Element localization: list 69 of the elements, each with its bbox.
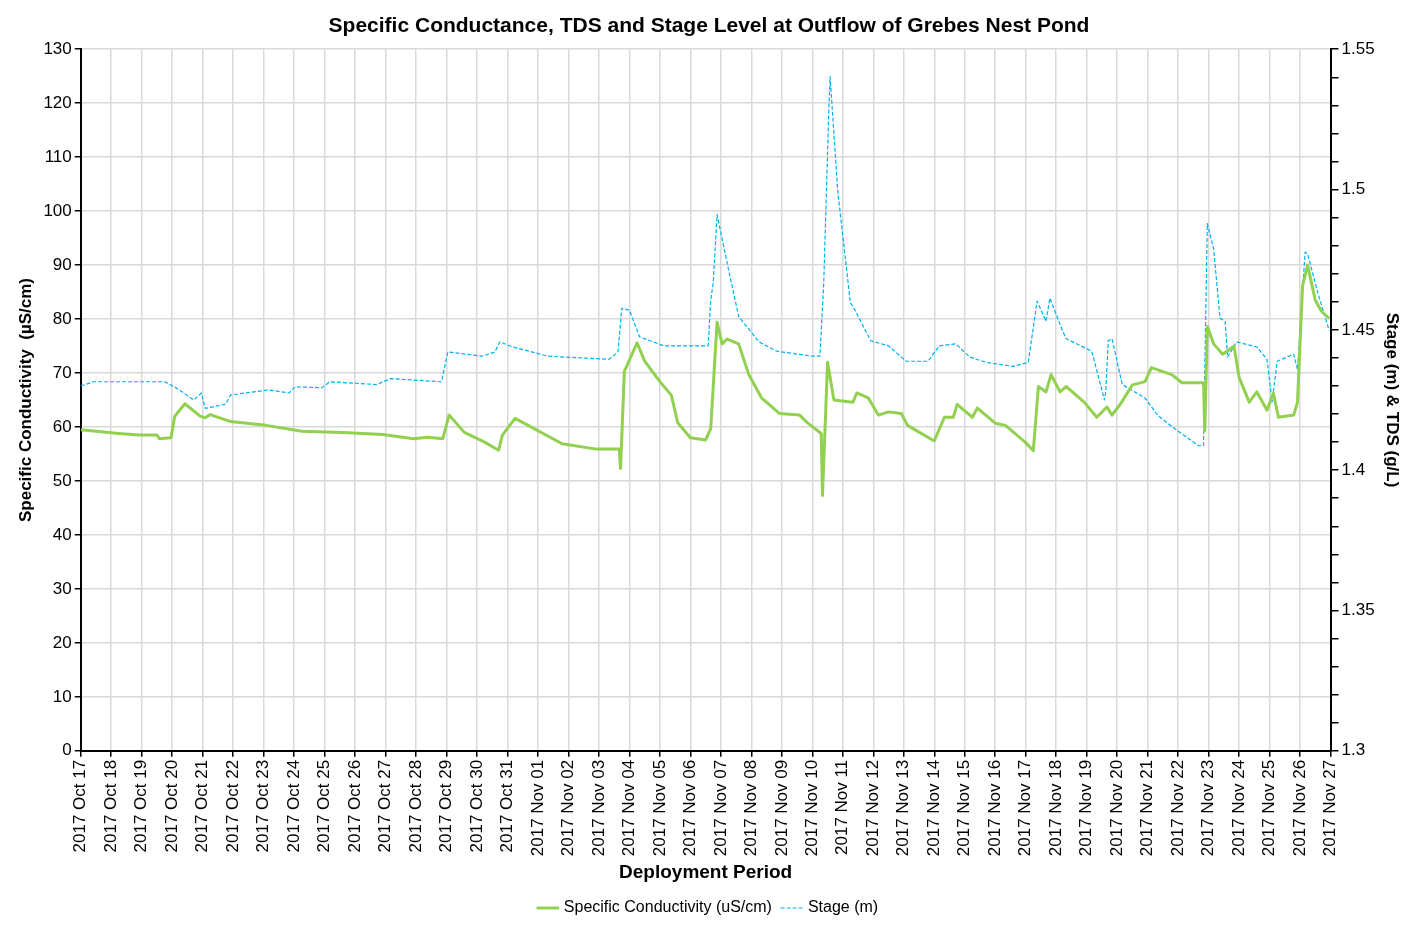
x-tick-label: 2017 Nov 25 [1259, 759, 1279, 857]
x-tick-label: 2017 Oct 22 [222, 759, 242, 853]
x-tick-label: 2017 Nov 18 [1045, 759, 1065, 857]
x-tick-label: 2017 Oct 28 [405, 759, 425, 853]
y-tick-label: 100 [43, 200, 72, 220]
y-tick-label: 120 [43, 92, 72, 112]
y-tick-label: 20 [52, 632, 72, 652]
chart-title: Specific Conductance, TDS and Stage Level at Outflow of Grebes Nest Pond [328, 13, 1090, 37]
x-tick-label: 2017 Oct 18 [100, 759, 120, 853]
x-tick-label: 2017 Nov 22 [1167, 759, 1187, 857]
x-tick-label: 2017 Nov 23 [1198, 759, 1218, 857]
x-tick-label: 2017 Oct 23 [253, 759, 273, 853]
x-tick-label: 2017 Nov 03 [588, 759, 608, 857]
x-tick-label: 2017 Nov 20 [1106, 759, 1126, 857]
x-tick-label: 2017 Nov 13 [893, 759, 913, 857]
x-tick-label: 2017 Nov 15 [954, 759, 974, 857]
x-tick-label: 2017 Oct 17 [70, 759, 90, 853]
y-tick-label: 50 [52, 470, 72, 490]
y-tick-label: 70 [52, 362, 72, 382]
y2-tick-label: 1.45 [1341, 319, 1375, 339]
y2-tick-label: 1.3 [1341, 740, 1366, 760]
y-tick-label: 110 [44, 146, 72, 166]
x-tick-label: 2017 Nov 19 [1076, 759, 1096, 857]
line-series [80, 76, 1330, 447]
x-tick-label: 2017 Oct 19 [131, 759, 151, 853]
x-tick-label: 2017 Nov 11 [832, 759, 852, 855]
x-tick-label: 2017 Oct 26 [344, 759, 364, 853]
y2-tick-label: 1.4 [1341, 459, 1366, 479]
y-tick-label: 130 [43, 38, 72, 58]
x-tick-label: 2017 Oct 29 [436, 759, 456, 853]
y-tick-label: 0 [62, 740, 72, 760]
x-tick-label: 2017 Nov 26 [1289, 759, 1309, 857]
y-axis-title: Specific Conductivity (µS/cm) [15, 277, 35, 523]
x-tick-label: 2017 Nov 17 [1015, 759, 1035, 857]
x-tick-label: 2017 Nov 08 [741, 759, 761, 857]
x-tick-label: 2017 Nov 10 [802, 759, 822, 857]
y2-tick-label: 1.5 [1341, 179, 1366, 199]
x-tick-label: 2017 Oct 27 [375, 759, 395, 853]
x-tick-label: 2017 Nov 24 [1228, 759, 1248, 857]
x-tick-label: 2017 Oct 20 [161, 759, 181, 853]
x-tick-label: 2017 Nov 16 [984, 759, 1004, 857]
y-tick-label: 30 [52, 578, 72, 598]
x-tick-label: 2017 Nov 12 [862, 759, 882, 857]
y-tick-label: 40 [52, 524, 72, 544]
y-tick-label: 60 [52, 416, 72, 436]
x-axis-title: Deployment Period [619, 860, 793, 882]
x-tick-label: 2017 Oct 21 [192, 759, 212, 853]
x-tick-label: 2017 Oct 25 [314, 759, 334, 853]
legend-label: Specific Conductivity (uS/cm) [563, 898, 772, 916]
x-tick-label: 2017 Nov 09 [771, 759, 791, 857]
x-tick-label: 2017 Nov 04 [619, 759, 639, 857]
x-tick-label: 2017 Nov 14 [923, 759, 943, 857]
x-tick-label: 2017 Nov 06 [680, 759, 700, 857]
x-tick-label: 2017 Oct 31 [497, 759, 517, 853]
x-tick-label: 2017 Nov 05 [649, 759, 669, 857]
y2-tick-label: 1.55 [1341, 38, 1375, 58]
x-tick-label: 2017 Oct 30 [466, 759, 486, 853]
x-tick-label: 2017 Nov 07 [710, 759, 730, 857]
y-tick-label: 10 [52, 686, 72, 706]
y2-axis-title: Stage (m) & TDS (g/L) [1383, 312, 1403, 488]
x-tick-label: 2017 Nov 21 [1137, 759, 1157, 857]
x-tick-label: 2017 Nov 02 [558, 759, 578, 857]
y2-tick-label: 1.35 [1341, 600, 1375, 620]
x-tick-label: 2017 Nov 27 [1320, 759, 1340, 857]
y-tick-label: 80 [52, 308, 72, 328]
y-tick-label: 90 [52, 254, 72, 274]
x-tick-label: 2017 Nov 01 [527, 759, 547, 857]
legend-label: Stage (m) [807, 898, 879, 916]
x-tick-label: 2017 Oct 24 [283, 759, 303, 853]
